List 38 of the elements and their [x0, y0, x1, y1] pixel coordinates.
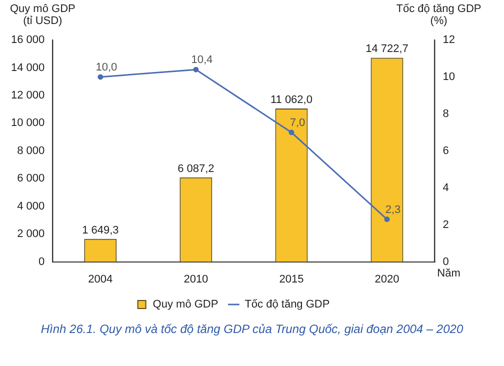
y2-tick-label: 4	[442, 182, 449, 194]
x-axis-title: Năm	[437, 267, 460, 280]
y-tick-label: 0	[38, 256, 45, 268]
x-tick-label: 2010	[184, 273, 208, 286]
x-tick-label: 2015	[279, 273, 304, 286]
point	[384, 216, 390, 222]
y2-axis-title: Tốc độ tăng GDP (%)	[396, 3, 482, 27]
data-label: 1 649,3	[82, 224, 119, 236]
y2-tick-label: 0	[442, 256, 449, 268]
x-tick-label: 2020	[374, 273, 400, 286]
data-label: 7,0	[290, 116, 306, 129]
data-label: 6 087,2	[178, 162, 214, 175]
y2-tick-label: 10	[442, 71, 456, 83]
y-tick-label: 8 000	[17, 144, 45, 157]
data-label: 10,0	[96, 62, 118, 74]
data-label: 14 722,7	[366, 43, 408, 56]
y2-tick-label: 2	[442, 218, 449, 231]
point	[98, 74, 104, 80]
y-tick-label: 14 000	[10, 62, 45, 74]
legend-label: Quy mô GDP	[152, 298, 218, 311]
legend-label: Tốc độ tăng GDP	[244, 298, 330, 311]
data-label: 11 062,0	[270, 94, 312, 106]
y-tick-label: 16 000	[10, 34, 45, 46]
y-tick-label: 2 000	[17, 228, 45, 240]
y-tick-label: 4 000	[17, 200, 45, 212]
x-tick-label: 2004	[88, 273, 113, 286]
data-label: 10,4	[191, 54, 213, 66]
y-tick-label: 10 000	[10, 117, 45, 130]
y2-tick-label: 12	[442, 34, 456, 46]
y-tick-label: 12 000	[10, 89, 45, 102]
point	[193, 66, 199, 72]
data-label: 2,3	[385, 204, 401, 216]
text: Hình 26.1. Quy mô và tốc độ tăng GDP của Trung Quốc, giai đoạn 2004 – 2020	[40, 322, 464, 336]
y-tick-label: 6 000	[17, 172, 45, 185]
y2-tick-label: 6	[442, 144, 449, 157]
point	[288, 130, 294, 136]
y2-tick-label: 8	[442, 108, 449, 120]
y-axis-title: Quy mô GDP (tỉ USD)	[10, 3, 76, 27]
